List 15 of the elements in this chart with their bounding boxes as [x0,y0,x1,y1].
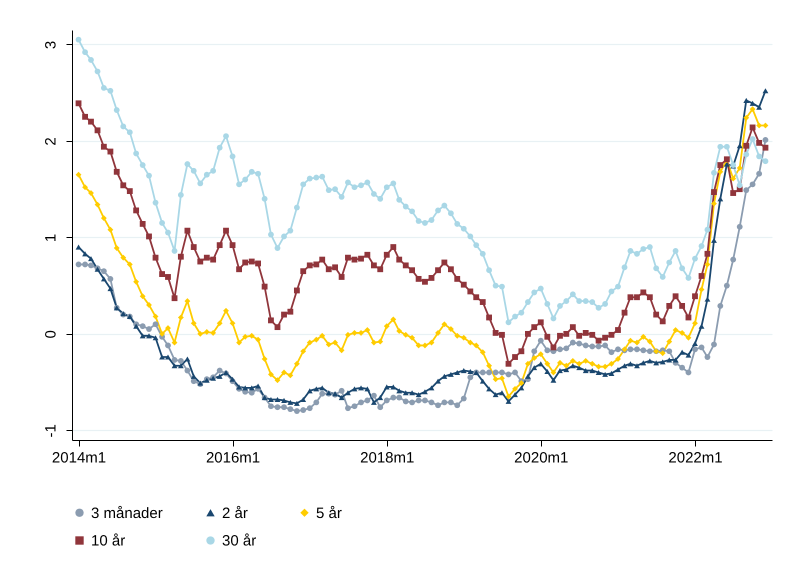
legend-label: 10 år [91,532,126,550]
y-tick-label: -1 [42,424,60,438]
x-tick-label: 2014m1 [52,450,106,466]
y-tick-label: 2 [42,137,60,146]
x-tick-label: 2020m1 [514,450,568,466]
y-tick-label: 0 [42,330,60,339]
x-tick-label: 2016m1 [206,450,260,466]
y-tick-label: 3 [42,40,60,50]
legend-label: 30 år [222,532,256,550]
x-tick-label: 2022m1 [668,450,723,466]
legend-label: 5 år [316,504,342,522]
y-tick-label: 1 [42,234,60,242]
legend-label: 2 år [222,504,248,522]
legend-label: 3 månader [91,504,163,522]
x-tick-label: 2018m1 [360,450,414,466]
